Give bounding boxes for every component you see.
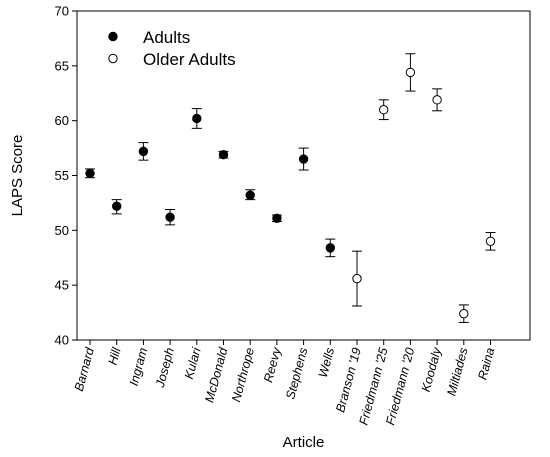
y-tick-label: 40	[55, 333, 69, 348]
data-point	[432, 88, 443, 112]
data-point	[352, 250, 362, 307]
x-tick-label: Miltiades	[444, 346, 470, 397]
legend: Adults Older Adults	[108, 28, 236, 69]
open-circle-marker	[405, 67, 416, 78]
x-tick-label: Wells	[316, 346, 337, 379]
filled-circle-marker	[325, 243, 335, 253]
x-tick-label: Joseph	[153, 346, 177, 390]
filled-circle-marker	[298, 154, 309, 164]
open-circle-marker	[432, 95, 442, 105]
data-point	[485, 232, 496, 251]
x-tick-label: Kulari	[182, 345, 204, 381]
filled-circle-marker	[218, 149, 229, 160]
data-point	[165, 208, 176, 226]
data-points	[85, 53, 496, 323]
data-point	[378, 99, 389, 121]
y-tick-label: 70	[55, 4, 69, 19]
filled-circle-marker	[165, 212, 175, 222]
data-point	[111, 199, 122, 215]
open-circle-marker	[485, 236, 496, 247]
x-tick-label: Ingram	[127, 346, 151, 387]
filled-circle-marker	[272, 213, 282, 223]
data-point	[405, 53, 416, 92]
data-point	[191, 108, 202, 129]
data-point	[138, 142, 149, 161]
filled-circle-marker	[192, 113, 202, 124]
legend-label: Adults	[143, 28, 190, 47]
x-tick-label: Branson '19	[333, 346, 364, 414]
x-axis-title: Article	[283, 434, 325, 451]
x-tick-label: Reevy	[261, 345, 284, 384]
y-axis: 40 45 50 55 60 65 70	[55, 4, 77, 348]
data-point	[298, 147, 309, 171]
data-point	[218, 149, 229, 160]
y-tick-label: 55	[55, 168, 69, 183]
y-tick-label: 60	[55, 113, 69, 128]
filled-circle-marker	[138, 146, 149, 157]
x-axis: Barnard Hill Ingram Joseph KulariMcDonaldNor…	[72, 340, 497, 427]
x-tick-label: Raina	[475, 346, 497, 381]
open-circle-marker	[379, 105, 389, 115]
x-tick-label: McDonald	[202, 345, 230, 404]
filled-circle-marker	[112, 201, 122, 211]
filled-circle-marker	[85, 168, 95, 179]
data-point	[245, 189, 256, 201]
filled-circle-marker	[245, 190, 255, 200]
data-point	[458, 304, 469, 323]
legend-label: Older Adults	[143, 50, 236, 69]
x-tick-label: Hill	[106, 345, 124, 367]
legend-marker	[108, 31, 118, 42]
x-tick-label: Barnard	[72, 345, 97, 393]
data-point	[325, 238, 336, 258]
x-tick-label: Stephens	[283, 346, 310, 401]
y-tick-label: 65	[55, 58, 69, 73]
open-circle-marker	[459, 308, 469, 319]
data-point	[271, 213, 282, 223]
y-axis-title: LAPS Score	[9, 135, 26, 217]
legend-marker	[108, 53, 118, 64]
y-tick-label: 45	[55, 278, 69, 293]
y-tick-label: 50	[55, 223, 69, 238]
x-tick-label: Northrope	[229, 346, 257, 403]
data-point	[85, 168, 95, 179]
open-circle-marker	[352, 273, 362, 284]
x-tick-label: Koodaly	[419, 345, 444, 393]
